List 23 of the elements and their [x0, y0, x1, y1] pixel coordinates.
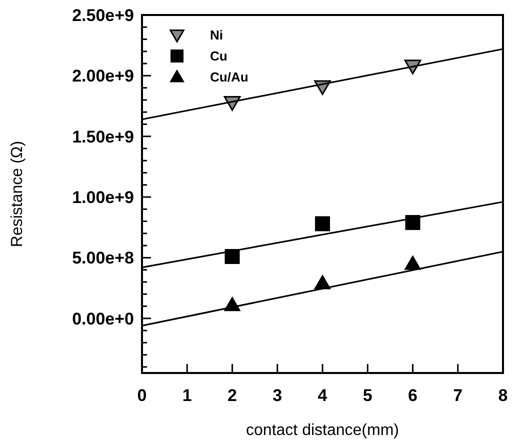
point: [315, 216, 330, 232]
x-tick-label: 4: [318, 386, 328, 405]
y-axis-title: Resistance (Ω): [9, 140, 26, 248]
x-tick-label: 0: [137, 386, 147, 405]
y-tick-label: 0.00e+0: [72, 309, 134, 328]
x-tick-label: 7: [453, 386, 463, 405]
point: [404, 256, 421, 270]
x-axis-title: contact distance(mm): [246, 422, 399, 439]
x-tick-label: 5: [362, 386, 372, 405]
y-tick-label: 5.00e+8: [72, 248, 134, 268]
y-tick-label: 1.00e+9: [72, 188, 134, 207]
legend-label: Ni: [210, 28, 223, 43]
legend-label: Cu/Au: [210, 70, 248, 85]
point: [224, 249, 240, 264]
x-tick-label: 3: [272, 386, 282, 405]
x-tick-label: 6: [408, 386, 418, 405]
x-tick-label: 8: [498, 386, 508, 405]
legend-label: Cu: [210, 48, 228, 64]
y-tick-label: 1.50e+9: [72, 127, 134, 146]
y-tick-label: 2.00e+9: [72, 66, 134, 86]
x-tick-label: 1: [182, 386, 192, 405]
y-tick-label: 2.50e+9: [72, 6, 134, 25]
x-tick-label: 2: [228, 386, 237, 405]
